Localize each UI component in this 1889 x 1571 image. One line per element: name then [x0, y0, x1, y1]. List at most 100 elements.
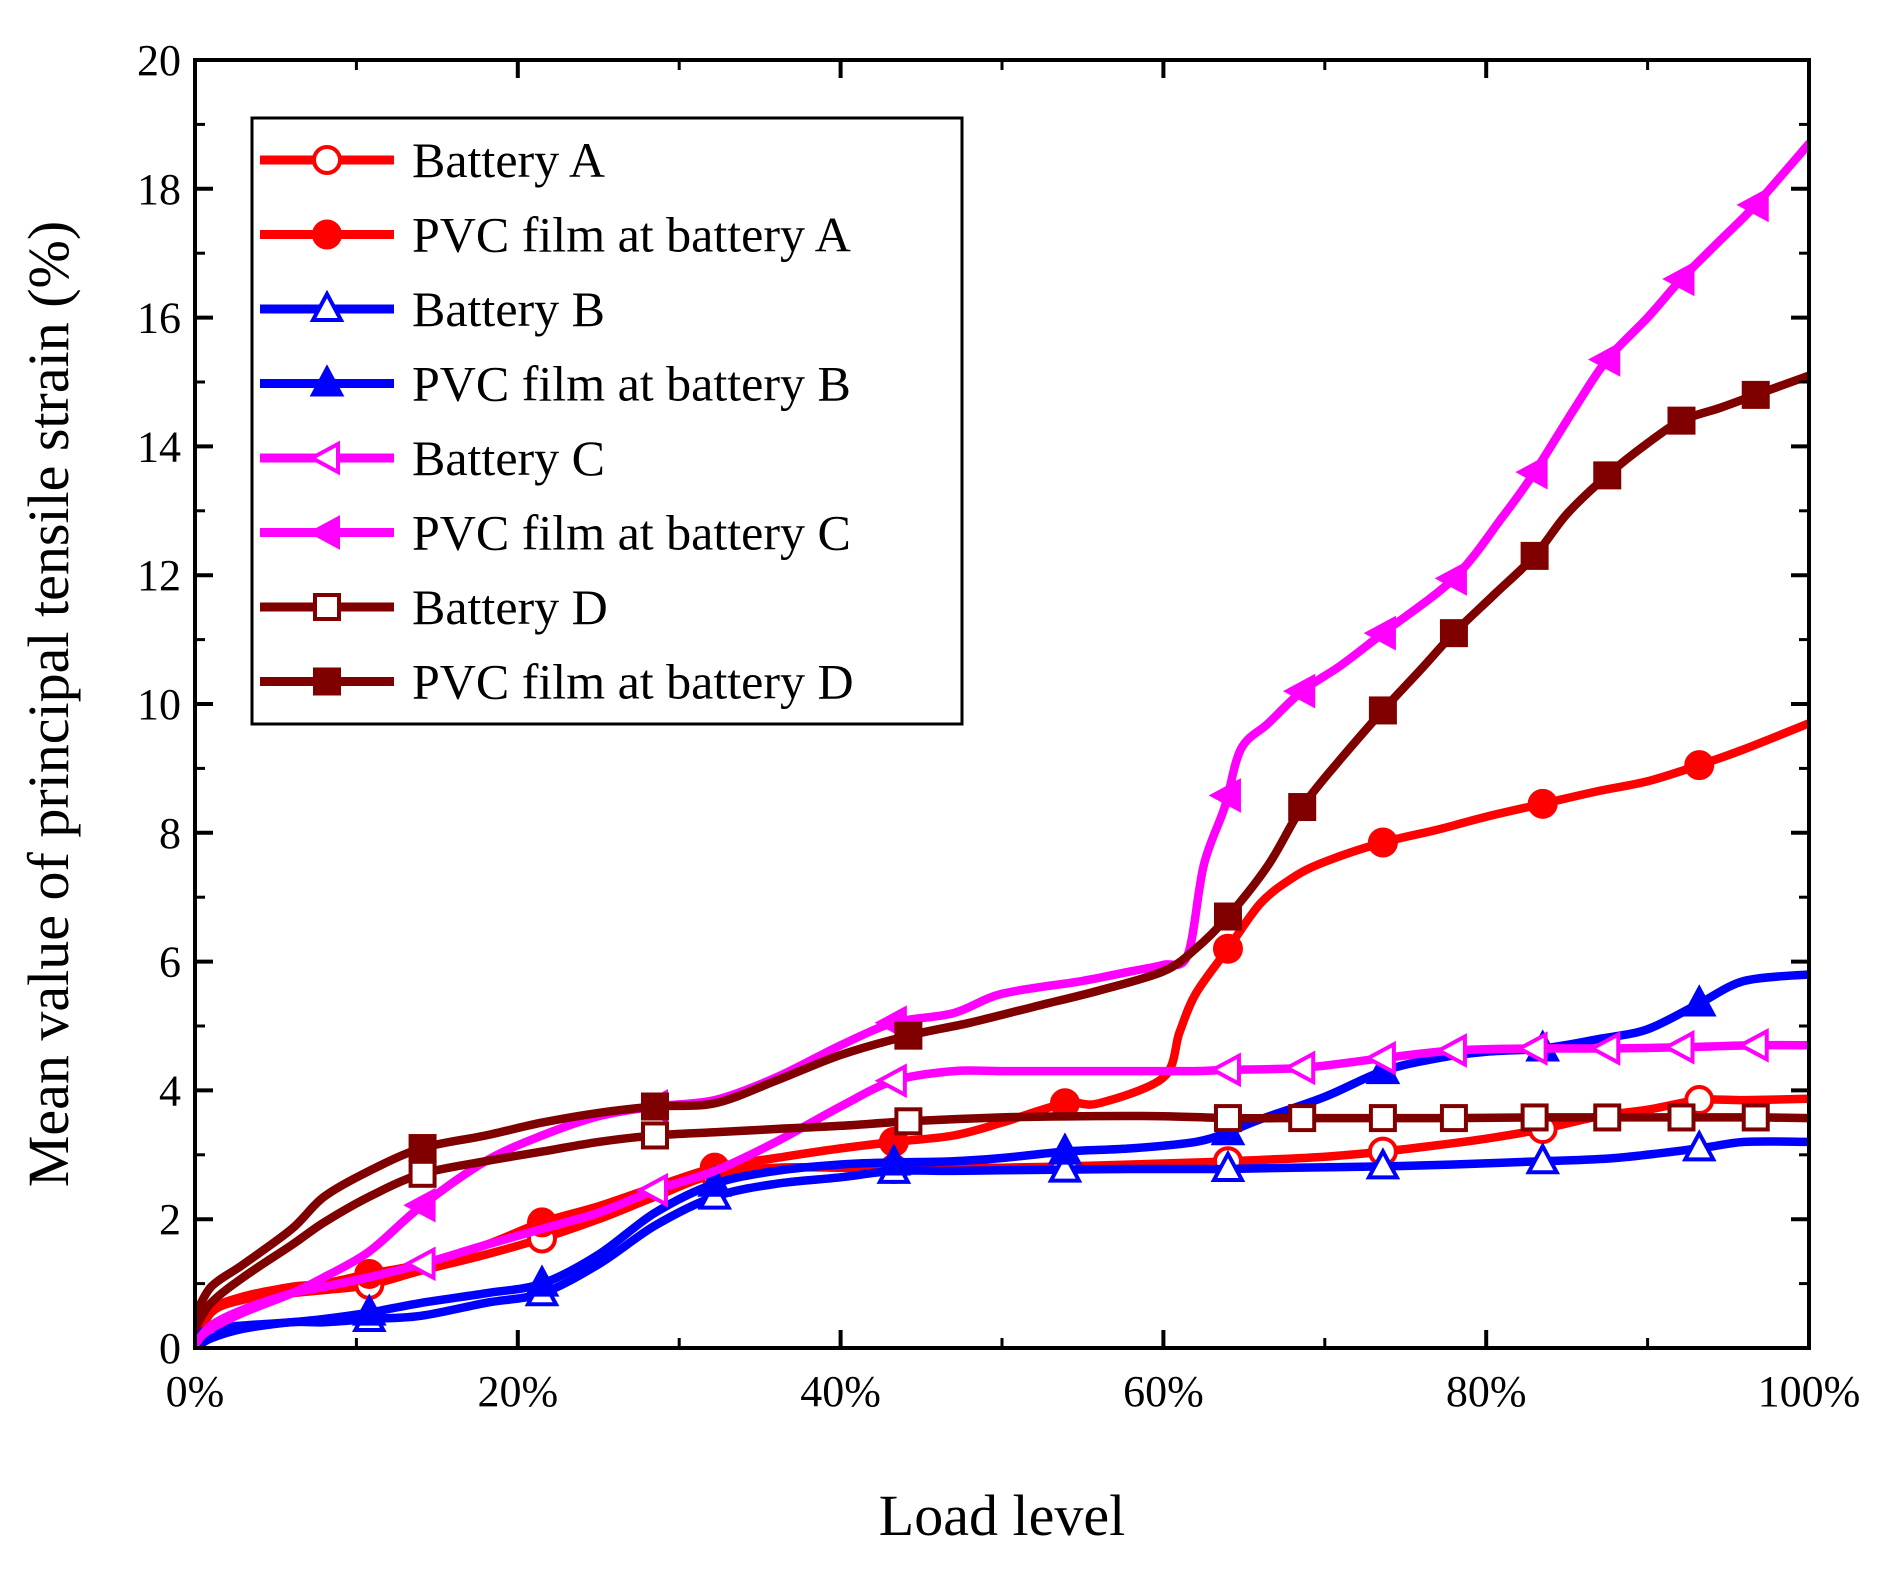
y-tick-label: 8 [159, 809, 181, 858]
x-tick-label: 60% [1123, 1367, 1204, 1416]
legend-label: Battery D [412, 579, 608, 635]
data-point [1667, 406, 1696, 435]
data-point [403, 1187, 436, 1223]
series-line [195, 1040, 1809, 1348]
y-tick-label: 10 [137, 680, 181, 729]
axis-layer: 0% 20% 40% 60% 80% 100% 0 2 4 6 8 10 12 14 16 18 20 [137, 36, 1860, 1416]
data-point [1288, 1104, 1317, 1133]
data-point [1662, 261, 1695, 297]
data-point [1681, 984, 1717, 1017]
legend-swatch-marker [312, 145, 342, 175]
data-point [1741, 380, 1770, 409]
series-line [195, 1111, 1809, 1333]
legend-item: Battery B [260, 281, 605, 337]
x-tick-label: 20% [477, 1367, 558, 1416]
data-point [1736, 1027, 1769, 1063]
y-tick-label: 16 [137, 294, 181, 343]
data-point [1282, 673, 1316, 709]
data-point [1212, 933, 1243, 964]
legend: Battery A PVC film at battery A Battery B P… [250, 116, 964, 726]
data-point [1593, 1103, 1622, 1132]
y-axis-title: Mean value of principal tensile strain (… [16, 221, 81, 1187]
y-tick-label: 0 [159, 1324, 181, 1373]
data-point [1365, 1147, 1401, 1180]
series-6 [195, 139, 1809, 1346]
legend-label: Battery B [412, 281, 605, 337]
data-point [1368, 1104, 1397, 1133]
legend-label: PVC film at battery C [412, 505, 851, 561]
data-point [1527, 788, 1558, 819]
legend-label: PVC film at battery A [412, 207, 851, 263]
data-point [1684, 750, 1715, 781]
legend-item: Battery A [260, 132, 605, 188]
data-point [1363, 615, 1396, 651]
legend-box [250, 116, 964, 726]
data-point [1681, 1129, 1717, 1162]
data-point [1047, 1150, 1083, 1183]
legend-label: PVC film at battery B [412, 356, 851, 412]
data-point [1208, 1052, 1241, 1088]
data-point [1282, 1050, 1316, 1086]
legend-label: Battery A [412, 132, 605, 188]
x-tick-label: 40% [800, 1367, 881, 1416]
x-tick-label: 100% [1758, 1367, 1861, 1416]
x-tick-label: 0% [166, 1367, 225, 1416]
y-tick-label: 12 [137, 551, 181, 600]
legend-item: PVC film at battery C [260, 505, 851, 561]
data-point [1288, 793, 1317, 822]
data-point [1210, 1149, 1246, 1182]
y-tick-label: 14 [137, 422, 181, 471]
data-point [524, 1264, 560, 1297]
legend-item: Battery C [260, 430, 605, 486]
legend-item: PVC film at battery A [260, 207, 851, 263]
data-point [1741, 1103, 1770, 1132]
series-line [195, 719, 1809, 1340]
data-point [894, 1107, 923, 1136]
data-point [635, 1172, 668, 1208]
legend-swatch-marker [307, 515, 340, 550]
data-point [351, 1293, 387, 1326]
data-point [1667, 1103, 1696, 1132]
data-point [640, 1121, 669, 1150]
data-point [1367, 827, 1398, 858]
data-point [1363, 1040, 1396, 1076]
data-point [1520, 541, 1549, 570]
data-point [408, 1134, 437, 1163]
data-point [1434, 1033, 1467, 1068]
data-point [894, 1021, 923, 1050]
legend-swatch-marker [309, 364, 345, 397]
y-tick-label: 4 [159, 1066, 181, 1115]
data-point [1213, 902, 1242, 931]
legend-label: PVC film at battery D [412, 654, 854, 710]
data-point [1368, 696, 1397, 725]
data-point [1588, 342, 1621, 377]
data-point [1520, 1103, 1549, 1132]
series-4 [195, 970, 1809, 1340]
data-point [876, 1143, 912, 1176]
y-tick-label: 18 [137, 165, 181, 214]
series-layer [195, 139, 1809, 1348]
data-point [1736, 187, 1769, 223]
legend-swatch-marker [307, 440, 340, 476]
data-point [1593, 461, 1622, 490]
data-point [1525, 1142, 1561, 1175]
series-2 [195, 719, 1809, 1340]
data-point [1515, 1031, 1548, 1066]
data-point [1047, 1132, 1083, 1165]
series-8 [195, 371, 1809, 1321]
data-point [640, 1092, 669, 1121]
x-axis-title: Load level [879, 1483, 1125, 1548]
series-5 [195, 1027, 1809, 1348]
legend-swatch-marker [312, 219, 342, 250]
legend-swatch-marker [313, 593, 341, 621]
series-line [195, 970, 1809, 1340]
legend-item: PVC film at battery D [260, 654, 854, 710]
y-tick-label: 2 [159, 1195, 181, 1244]
data-point [403, 1246, 436, 1282]
data-point [1213, 1104, 1242, 1133]
legend-item: Battery D [260, 579, 608, 635]
data-point [1439, 1104, 1468, 1133]
data-point [1439, 619, 1468, 648]
data-point [408, 1159, 437, 1188]
